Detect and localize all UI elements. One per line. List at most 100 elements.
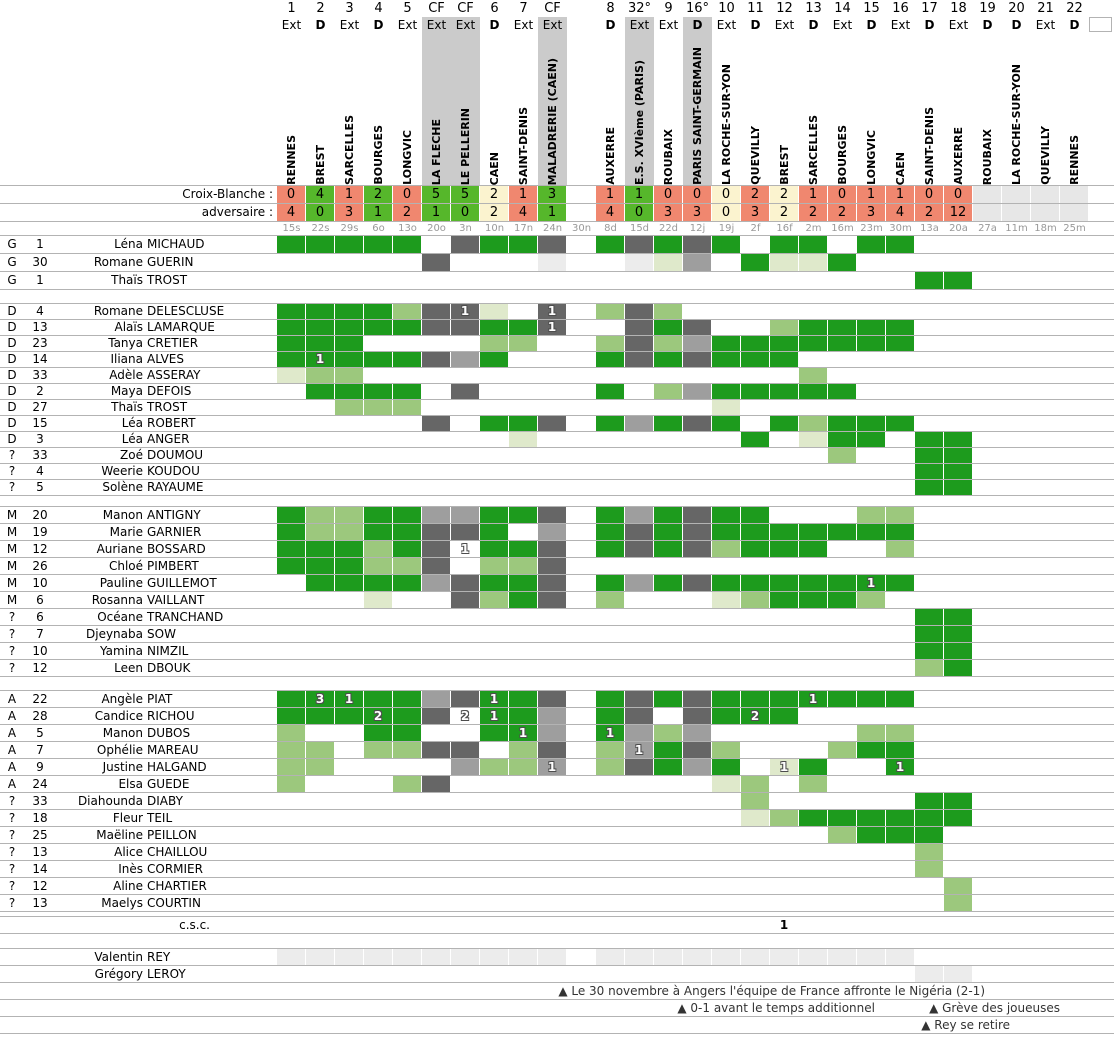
grid-cell bbox=[944, 272, 972, 289]
opponent-name-text: RENNES bbox=[285, 135, 298, 185]
opponent-name-text: LA FLECHE bbox=[430, 118, 443, 185]
grid-cell bbox=[422, 776, 450, 792]
goal-count: 1 bbox=[547, 320, 557, 334]
grid-cell bbox=[944, 966, 972, 982]
player-row: D 4 Romane DELESCLUSE 1 1 bbox=[0, 304, 1114, 320]
venue-label: D bbox=[1069, 18, 1080, 32]
player-first-name: Weerie bbox=[101, 464, 143, 478]
venue-label: D bbox=[750, 18, 761, 32]
venue-label: D bbox=[924, 18, 935, 32]
player-number: 23 bbox=[32, 336, 48, 350]
grid-cell bbox=[741, 575, 769, 591]
grid-cell: 1 bbox=[538, 320, 566, 335]
player-row: A 9 Justine HALGAND 1 1 1 bbox=[0, 759, 1114, 776]
goal-count: 1 bbox=[460, 304, 470, 318]
match-date: 29s bbox=[340, 223, 359, 234]
grid-cell bbox=[277, 541, 305, 557]
grid-cell bbox=[538, 742, 566, 758]
player-row: ? 14 Inès CORMIER bbox=[0, 861, 1114, 878]
grid-cell bbox=[364, 725, 392, 741]
score-home-cell: 0 bbox=[712, 186, 740, 203]
staff-last-name: REY bbox=[147, 950, 171, 964]
player-last-name: PIAT bbox=[147, 692, 173, 706]
grid-cell bbox=[538, 416, 566, 431]
opponent-name: ROUBAIX bbox=[973, 34, 1002, 185]
grid-cell bbox=[422, 708, 450, 724]
score-away-cell: 0 bbox=[625, 204, 653, 221]
grid-cell bbox=[596, 304, 624, 319]
grid-cell bbox=[393, 541, 421, 557]
grid-cell bbox=[596, 592, 624, 608]
grid-cell bbox=[277, 776, 305, 792]
opponent-name: SAINT-DENIS bbox=[509, 34, 538, 185]
grid-cell: 1 bbox=[509, 725, 537, 741]
grid-cell bbox=[654, 691, 682, 707]
player-position: ? bbox=[8, 862, 16, 876]
opponent-name-text: BREST bbox=[778, 145, 791, 185]
grid-cell bbox=[741, 432, 769, 447]
grid-cell bbox=[335, 400, 363, 415]
player-last-name: TRANCHAND bbox=[147, 610, 224, 624]
match-date: 2f bbox=[750, 223, 761, 234]
player-first-name: Leen bbox=[114, 661, 143, 675]
grid-cell bbox=[654, 949, 682, 965]
grid-cell bbox=[335, 507, 363, 523]
score-home-cell: 5 bbox=[451, 186, 479, 203]
player-last-name: ANTIGNY bbox=[147, 508, 201, 522]
player-row: A 5 Manon DUBOS 1 1 bbox=[0, 725, 1114, 742]
grid-cell bbox=[596, 541, 624, 557]
opponent-name: LE PELLERIN bbox=[451, 34, 480, 185]
player-last-name: BOSSARD bbox=[147, 542, 206, 556]
spacer-row bbox=[0, 677, 1114, 691]
header-corner-box bbox=[1089, 17, 1112, 32]
venue-label: Ext bbox=[542, 18, 563, 32]
grid-cell bbox=[335, 949, 363, 965]
player-first-name: Pauline bbox=[99, 576, 143, 590]
goal-count: 1 bbox=[895, 760, 905, 774]
opponent-name: AUXERRE bbox=[944, 34, 973, 185]
grid-cell bbox=[393, 708, 421, 724]
grid-cell bbox=[277, 320, 305, 335]
goal-count: 1 bbox=[779, 760, 789, 774]
player-row: M 26 Chloé PIMBERT bbox=[0, 558, 1114, 575]
player-first-name: Alaïs bbox=[114, 320, 143, 334]
player-last-name: ALVES bbox=[147, 352, 184, 366]
cup-column-band bbox=[422, 17, 451, 186]
player-row: ? 13 Alice CHAILLOU bbox=[0, 844, 1114, 861]
player-position: D bbox=[7, 384, 17, 398]
grid-cell bbox=[509, 507, 537, 523]
separator-line bbox=[0, 221, 1114, 222]
player-position: M bbox=[6, 593, 18, 607]
player-last-name: ROBERT bbox=[147, 416, 196, 430]
grid-cell bbox=[480, 725, 508, 741]
player-row: G 30 Romane GUERIN bbox=[0, 254, 1114, 272]
player-number: 30 bbox=[32, 255, 48, 269]
player-position: ? bbox=[8, 480, 16, 494]
player-row: ? 12 Leen DBOUK bbox=[0, 660, 1114, 677]
grid-cell: 2 bbox=[364, 708, 392, 724]
grid-cell bbox=[509, 558, 537, 574]
player-number: 6 bbox=[36, 593, 44, 607]
grid-cell bbox=[683, 949, 711, 965]
opponent-name: LA FLECHE bbox=[422, 34, 451, 185]
grid-cell bbox=[712, 336, 740, 351]
player-first-name: Maelys bbox=[101, 896, 143, 910]
goal-count: 2 bbox=[460, 709, 470, 723]
grid-cell bbox=[451, 592, 479, 608]
grid-cell bbox=[422, 691, 450, 707]
opponent-name: BOURGES bbox=[828, 34, 857, 185]
grid-cell bbox=[683, 416, 711, 431]
grid-cell bbox=[625, 708, 653, 724]
grid-cell bbox=[509, 541, 537, 557]
grid-cell bbox=[277, 742, 305, 758]
goal-count: 1 bbox=[547, 304, 557, 318]
opponent-name-text: BREST bbox=[314, 145, 327, 185]
grid-cell bbox=[944, 464, 972, 479]
grid-cell bbox=[277, 352, 305, 367]
grid-cell bbox=[364, 352, 392, 367]
grid-cell bbox=[451, 507, 479, 523]
grid-cell bbox=[799, 320, 827, 335]
grid-cell bbox=[770, 320, 798, 335]
opponent-name-text: QUEVILLY bbox=[749, 126, 762, 185]
grid-cell bbox=[509, 592, 537, 608]
